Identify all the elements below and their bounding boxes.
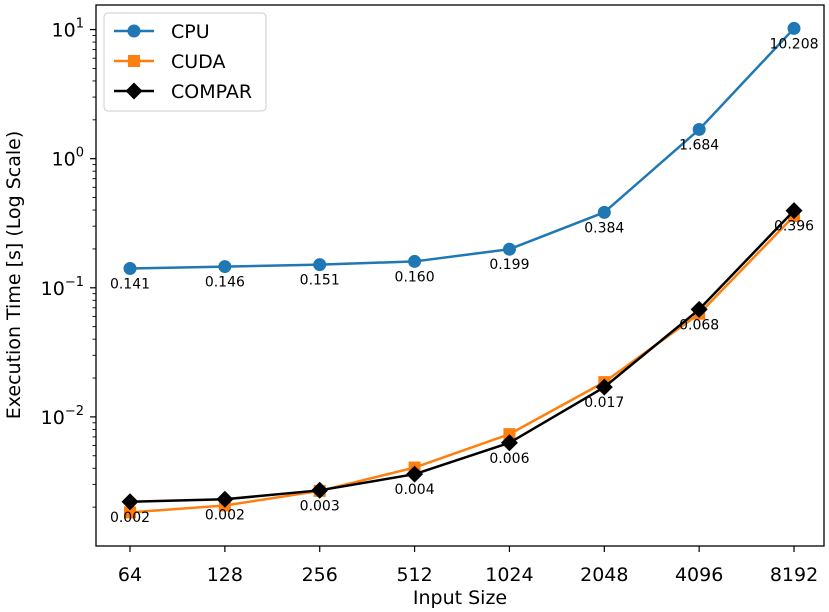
x-axis-label: Input Size <box>413 587 507 609</box>
data-label-cpu: 0.199 <box>489 257 529 273</box>
data-point-cpu <box>597 205 611 219</box>
data-label-compar: 0.003 <box>300 498 340 514</box>
legend-label-compar: COMPAR <box>171 81 252 103</box>
y-tick-label: 10−1 <box>41 275 84 300</box>
x-tick-label: 128 <box>207 564 243 586</box>
data-label-cpu: 0.384 <box>584 220 624 236</box>
data-point-cpu <box>692 122 706 136</box>
series-line-cuda <box>129 215 795 514</box>
y-tick-label: 10−2 <box>41 404 84 429</box>
data-point-compar <box>121 493 139 511</box>
data-point-cpu <box>313 258 327 272</box>
data-label-compar: 0.002 <box>110 510 150 526</box>
x-tick-label: 2048 <box>580 564 628 586</box>
data-point-cpu <box>502 242 516 256</box>
y-tick-label: 101 <box>52 17 84 42</box>
legend-label-cuda: CUDA <box>171 51 225 73</box>
data-label-cpu: 1.684 <box>679 137 719 153</box>
series-line-compar <box>129 209 795 504</box>
data-label-compar: 0.017 <box>584 395 624 411</box>
series-line-cpu <box>129 27 795 270</box>
data-label-cpu: 0.146 <box>205 275 245 291</box>
data-point-cpu <box>218 260 232 274</box>
data-label-cpu: 0.141 <box>110 277 150 293</box>
data-label-cpu: 10.208 <box>770 36 819 52</box>
x-tick-label: 1024 <box>485 564 533 586</box>
data-label-cpu: 0.151 <box>300 273 340 289</box>
data-label-cpu: 0.160 <box>395 269 435 285</box>
y-tick-label: 100 <box>52 146 84 171</box>
data-point-cpu <box>123 262 137 276</box>
data-label-compar: 0.068 <box>679 317 719 333</box>
x-tick-label: 64 <box>118 564 142 586</box>
data-point-cuda <box>503 428 516 441</box>
data-point-compar <box>690 300 708 318</box>
data-label-compar: 0.002 <box>205 507 245 523</box>
data-label-compar: 0.396 <box>774 219 814 235</box>
x-tick-label: 4096 <box>675 564 723 586</box>
data-point-compar <box>216 490 234 508</box>
data-point-cpu <box>787 21 801 35</box>
data-point-compar <box>500 434 518 452</box>
x-tick-label: 512 <box>396 564 432 586</box>
data-label-compar: 0.004 <box>395 482 435 498</box>
data-point-compar <box>406 465 424 483</box>
legend-marker-cpu <box>127 24 141 38</box>
data-label-compar: 0.006 <box>489 451 529 467</box>
legend-marker-cuda <box>128 55 140 67</box>
data-point-cuda <box>124 506 136 519</box>
data-point-cpu <box>408 254 422 268</box>
x-tick-label: 256 <box>302 564 338 586</box>
data-point-compar <box>595 378 613 396</box>
legend: CPU CUDA COMPAR <box>103 12 267 112</box>
plot-frame <box>95 4 825 547</box>
legend-label-cpu: CPU <box>171 21 210 43</box>
legend-box <box>103 12 267 112</box>
legend-marker-compar <box>125 82 143 100</box>
y-axis-label: Execution Time [s] (Log Scale) <box>3 131 25 420</box>
data-point-compar <box>311 481 329 499</box>
x-tick-label: 8192 <box>770 564 818 586</box>
data-point-compar <box>785 202 803 220</box>
